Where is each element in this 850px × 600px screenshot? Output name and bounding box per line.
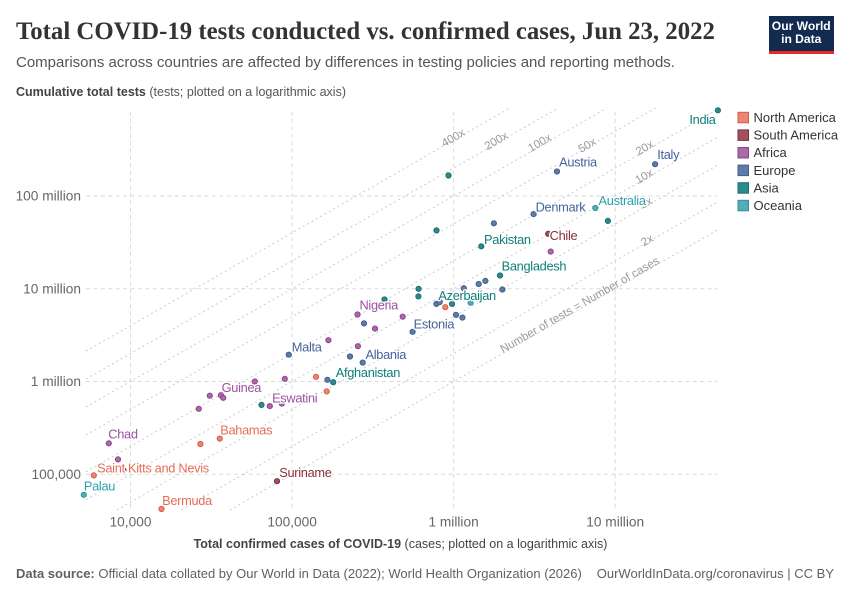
svg-text:10 million: 10 million xyxy=(23,281,81,296)
svg-text:1 million: 1 million xyxy=(428,515,478,530)
svg-text:400x: 400x xyxy=(440,127,468,150)
svg-text:India: India xyxy=(689,112,716,127)
svg-text:5x: 5x xyxy=(638,195,655,212)
svg-text:Denmark: Denmark xyxy=(536,200,587,215)
svg-text:Africa: Africa xyxy=(754,145,788,160)
svg-text:North America: North America xyxy=(754,110,837,125)
svg-text:100,000: 100,000 xyxy=(32,467,82,482)
svg-text:Estonia: Estonia xyxy=(414,317,456,332)
svg-text:10,000: 10,000 xyxy=(110,515,152,530)
svg-text:Malta: Malta xyxy=(292,340,323,355)
svg-text:Bahamas: Bahamas xyxy=(220,423,272,438)
svg-text:2x: 2x xyxy=(639,233,656,250)
svg-text:Oceania: Oceania xyxy=(754,198,803,213)
svg-text:Pakistan: Pakistan xyxy=(484,232,531,247)
svg-text:100x: 100x xyxy=(526,132,554,155)
svg-text:10 million: 10 million xyxy=(586,515,644,530)
svg-text:Total confirmed cases of COVID: Total confirmed cases of COVID-19 (cases… xyxy=(194,537,608,551)
svg-text:50x: 50x xyxy=(576,136,598,156)
svg-text:Chile: Chile xyxy=(550,228,578,243)
svg-text:Guinea: Guinea xyxy=(222,380,263,395)
svg-text:Eswatini: Eswatini xyxy=(272,391,317,406)
svg-text:100,000: 100,000 xyxy=(267,515,317,530)
svg-text:South America: South America xyxy=(754,128,839,143)
svg-text:Azerbaijan: Azerbaijan xyxy=(438,288,496,303)
svg-text:Nigeria: Nigeria xyxy=(359,297,399,312)
svg-text:Australia: Australia xyxy=(599,193,647,208)
svg-text:200x: 200x xyxy=(483,130,511,153)
svg-text:Asia: Asia xyxy=(754,180,780,195)
svg-text:Bermuda: Bermuda xyxy=(162,493,213,508)
svg-text:Bangladesh: Bangladesh xyxy=(502,259,567,274)
svg-text:1 million: 1 million xyxy=(31,374,81,389)
svg-text:20x: 20x xyxy=(634,138,656,158)
svg-text:Albania: Albania xyxy=(366,347,408,362)
svg-text:Chad: Chad xyxy=(108,427,138,442)
svg-text:100 million: 100 million xyxy=(16,189,81,204)
svg-text:10x: 10x xyxy=(633,167,655,187)
svg-text:Afghanistan: Afghanistan xyxy=(336,365,400,380)
svg-text:Palau: Palau xyxy=(84,479,115,494)
svg-text:Austria: Austria xyxy=(559,155,598,170)
svg-text:Saint Kitts and Nevis: Saint Kitts and Nevis xyxy=(97,461,209,476)
svg-text:Suriname: Suriname xyxy=(279,465,332,480)
svg-text:Italy: Italy xyxy=(657,147,680,162)
svg-text:Europe: Europe xyxy=(754,163,796,178)
